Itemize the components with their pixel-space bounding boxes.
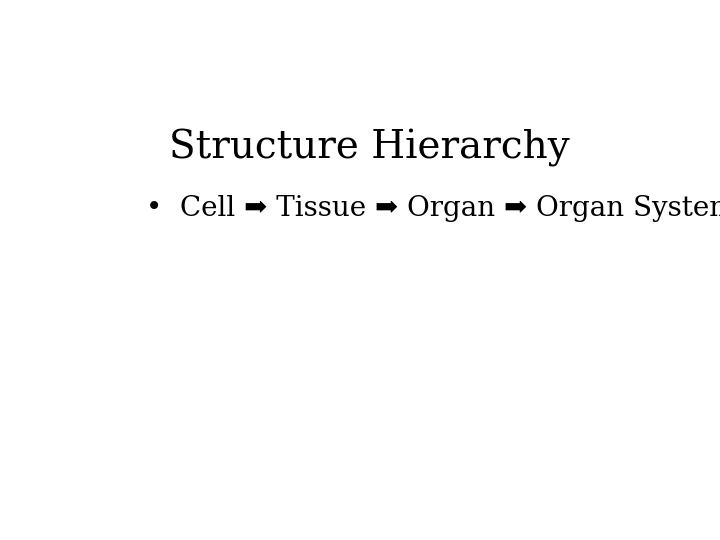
Text: •  Cell ➡ Tissue ➡ Organ ➡ Organ System: • Cell ➡ Tissue ➡ Organ ➡ Organ System — [145, 195, 720, 222]
Text: Structure Hierarchy: Structure Hierarchy — [168, 129, 570, 167]
